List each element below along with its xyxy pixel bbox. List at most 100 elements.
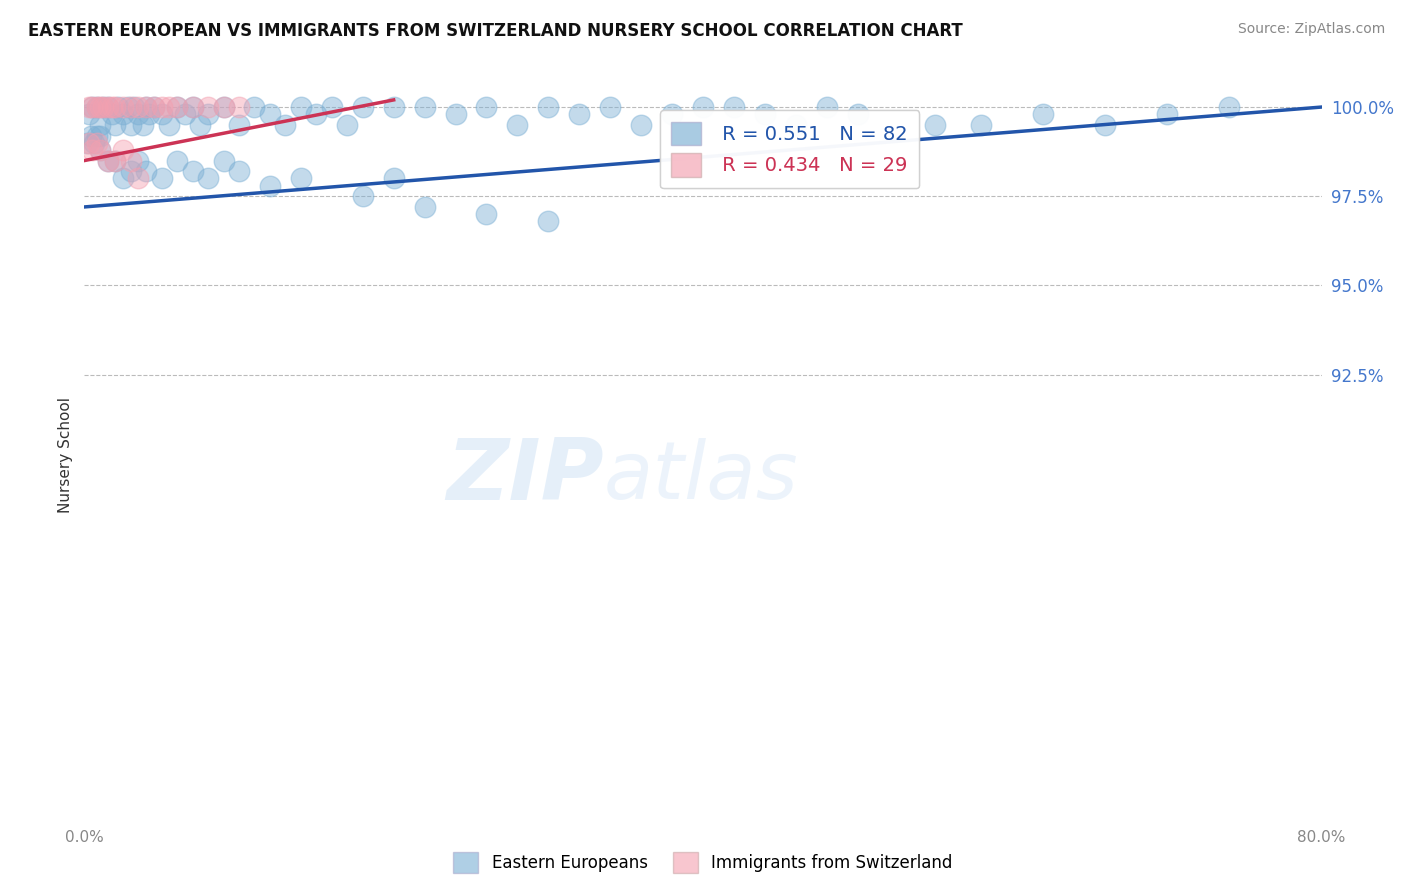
Point bbox=[77, 136, 100, 150]
Point bbox=[112, 171, 135, 186]
Point bbox=[212, 100, 235, 114]
Point bbox=[82, 100, 104, 114]
Text: ZIP: ZIP bbox=[446, 435, 605, 518]
Point bbox=[89, 143, 111, 157]
Point bbox=[444, 107, 467, 121]
Point bbox=[143, 100, 166, 114]
Point bbox=[96, 100, 118, 114]
Point bbox=[89, 143, 111, 157]
Point bbox=[181, 100, 204, 114]
Point bbox=[924, 118, 946, 132]
Point bbox=[228, 100, 250, 114]
Point bbox=[537, 214, 560, 228]
Point bbox=[475, 100, 498, 114]
Point bbox=[846, 107, 869, 121]
Point bbox=[785, 118, 807, 132]
Point bbox=[143, 100, 166, 114]
Point bbox=[150, 171, 173, 186]
Point bbox=[101, 107, 124, 121]
Point bbox=[77, 100, 100, 114]
Point bbox=[122, 100, 145, 114]
Point bbox=[1032, 107, 1054, 121]
Point bbox=[197, 100, 219, 114]
Point bbox=[630, 118, 652, 132]
Point bbox=[77, 107, 100, 121]
Point bbox=[120, 153, 142, 168]
Point bbox=[259, 107, 281, 121]
Point bbox=[568, 107, 591, 121]
Point bbox=[243, 100, 266, 114]
Point bbox=[127, 107, 149, 121]
Point bbox=[112, 107, 135, 121]
Point bbox=[104, 153, 127, 168]
Point bbox=[1218, 100, 1240, 114]
Point bbox=[290, 100, 312, 114]
Point bbox=[91, 100, 114, 114]
Text: atlas: atlas bbox=[605, 438, 799, 516]
Point bbox=[352, 189, 374, 203]
Point bbox=[127, 171, 149, 186]
Point bbox=[82, 143, 104, 157]
Point bbox=[138, 107, 160, 121]
Point bbox=[274, 118, 297, 132]
Point bbox=[723, 100, 745, 114]
Point bbox=[89, 100, 111, 114]
Point bbox=[91, 100, 114, 114]
Point bbox=[79, 128, 101, 143]
Point bbox=[104, 153, 127, 168]
Point bbox=[104, 118, 127, 132]
Text: EASTERN EUROPEAN VS IMMIGRANTS FROM SWITZERLAND NURSERY SCHOOL CORRELATION CHART: EASTERN EUROPEAN VS IMMIGRANTS FROM SWIT… bbox=[28, 22, 963, 40]
Point bbox=[290, 171, 312, 186]
Point bbox=[212, 153, 235, 168]
Point bbox=[135, 100, 157, 114]
Point bbox=[132, 118, 155, 132]
Point bbox=[96, 153, 118, 168]
Legend:  R = 0.551   N = 82,  R = 0.434   N = 29: R = 0.551 N = 82, R = 0.434 N = 29 bbox=[659, 110, 920, 188]
Point bbox=[107, 100, 129, 114]
Point bbox=[228, 164, 250, 178]
Point bbox=[413, 100, 436, 114]
Point bbox=[166, 153, 188, 168]
Point bbox=[120, 164, 142, 178]
Point bbox=[259, 178, 281, 193]
Point bbox=[599, 100, 621, 114]
Point bbox=[82, 100, 104, 114]
Point bbox=[413, 200, 436, 214]
Point bbox=[150, 107, 173, 121]
Point bbox=[86, 136, 108, 150]
Point bbox=[352, 100, 374, 114]
Point bbox=[101, 100, 124, 114]
Point bbox=[692, 100, 714, 114]
Point bbox=[321, 100, 343, 114]
Text: Source: ZipAtlas.com: Source: ZipAtlas.com bbox=[1237, 22, 1385, 37]
Point bbox=[112, 143, 135, 157]
Point bbox=[89, 128, 111, 143]
Point bbox=[83, 136, 105, 150]
Point bbox=[506, 118, 529, 132]
Point bbox=[89, 118, 111, 132]
Point bbox=[1156, 107, 1178, 121]
Point bbox=[228, 118, 250, 132]
Point bbox=[117, 100, 139, 114]
Point bbox=[174, 107, 197, 121]
Point bbox=[166, 100, 188, 114]
Point bbox=[815, 100, 838, 114]
Y-axis label: Nursery School: Nursery School bbox=[58, 397, 73, 513]
Point bbox=[336, 118, 359, 132]
Point bbox=[150, 100, 173, 114]
Point bbox=[86, 100, 108, 114]
Point bbox=[135, 100, 157, 114]
Point bbox=[166, 100, 188, 114]
Point bbox=[127, 100, 149, 114]
Point bbox=[120, 118, 142, 132]
Point bbox=[120, 100, 142, 114]
Point bbox=[1094, 118, 1116, 132]
Point bbox=[382, 171, 405, 186]
Point bbox=[970, 118, 993, 132]
Point bbox=[86, 100, 108, 114]
Point bbox=[159, 100, 180, 114]
Point bbox=[159, 118, 180, 132]
Point bbox=[104, 100, 127, 114]
Point bbox=[305, 107, 328, 121]
Point bbox=[212, 100, 235, 114]
